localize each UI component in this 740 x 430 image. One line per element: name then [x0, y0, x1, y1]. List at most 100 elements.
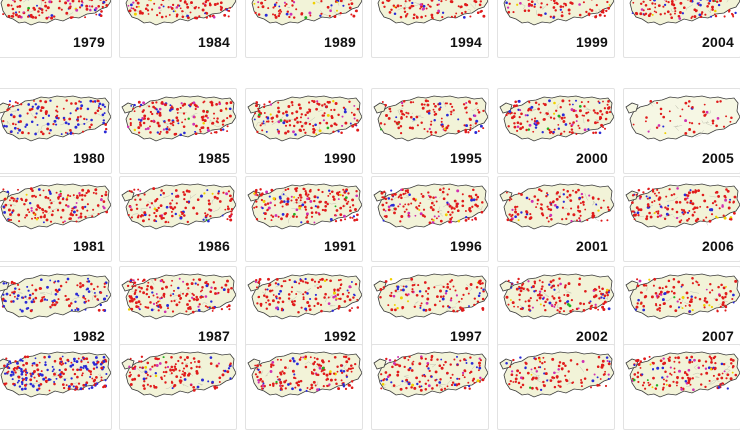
station-dot [191, 293, 193, 295]
station-dot [355, 190, 357, 192]
station-dot [669, 120, 671, 122]
station-dot [274, 204, 276, 206]
station-dot [272, 216, 274, 218]
station-dot [533, 195, 536, 198]
station-dot [306, 390, 308, 392]
station-dot [673, 278, 676, 281]
station-dot [437, 9, 440, 12]
station-dot [455, 12, 457, 14]
station-dot [665, 0, 667, 2]
station-dot [394, 120, 396, 122]
station-dot [602, 303, 605, 306]
station-dot [450, 299, 453, 302]
station-dot [388, 374, 391, 377]
station-dot [431, 376, 433, 378]
station-dot [652, 368, 654, 370]
station-dot [88, 370, 90, 372]
station-dot [87, 203, 89, 205]
station-dot [345, 356, 348, 359]
station-dot [552, 200, 555, 203]
station-dot [132, 8, 134, 10]
station-dot [182, 281, 184, 283]
station-dot [140, 360, 142, 362]
station-dot [311, 371, 313, 373]
station-dot [48, 115, 50, 117]
station-dot [269, 384, 271, 386]
station-dot [10, 300, 12, 302]
station-dot [441, 16, 443, 18]
station-dot [380, 373, 382, 375]
station-dot [342, 194, 344, 196]
station-dot [527, 372, 530, 375]
station-dot [667, 1, 669, 3]
station-dot [450, 377, 452, 379]
station-dot [272, 7, 274, 9]
station-dot [229, 199, 232, 202]
station-dot [635, 359, 638, 362]
country-map [624, 345, 740, 405]
station-dot [562, 6, 564, 8]
station-dot [637, 299, 640, 302]
station-dot [642, 384, 644, 386]
station-dot [321, 191, 323, 193]
station-dot [62, 209, 65, 212]
station-dot [305, 216, 308, 219]
station-dot [729, 201, 731, 203]
station-dot [671, 208, 673, 210]
station-dot [632, 2, 634, 4]
station-dot [192, 206, 195, 209]
station-dot [659, 215, 662, 218]
station-dot [84, 216, 86, 218]
station-dot [476, 198, 478, 200]
station-dot [224, 284, 227, 287]
station-dot [130, 105, 132, 107]
station-dot [712, 202, 714, 204]
station-dot [85, 357, 88, 360]
station-dot [658, 124, 661, 127]
station-dot [291, 387, 294, 390]
station-dot [36, 5, 38, 7]
station-dot [586, 369, 588, 371]
station-dot [564, 117, 566, 119]
station-dot [267, 116, 269, 118]
station-dot [436, 4, 438, 6]
station-dot [193, 389, 196, 392]
station-dot [139, 366, 141, 368]
station-dot [18, 380, 20, 382]
station-dot [607, 104, 609, 106]
station-dot [93, 380, 96, 383]
station-dot [320, 0, 322, 2]
station-dot [442, 191, 445, 194]
station-dot [287, 213, 289, 215]
station-dot [23, 370, 25, 372]
station-dot [135, 301, 138, 304]
station-dot [452, 374, 454, 376]
station-dot [207, 129, 210, 132]
station-dot [411, 362, 413, 364]
station-dot [77, 120, 79, 122]
station-dot [733, 201, 735, 203]
station-dot [157, 122, 160, 125]
station-dot [128, 308, 130, 310]
station-dot [226, 218, 228, 220]
station-dot [86, 8, 89, 11]
station-dot [183, 374, 186, 377]
station-dot [201, 286, 204, 289]
station-dot [58, 7, 61, 10]
station-dot [275, 214, 278, 217]
station-dot [427, 293, 429, 295]
station-dot [569, 1, 572, 4]
station-dot [66, 198, 69, 201]
station-dot [518, 219, 520, 221]
station-dot [532, 285, 535, 288]
station-dot [594, 121, 597, 124]
station-dot [560, 9, 562, 11]
station-dot [550, 218, 553, 221]
station-dot [655, 195, 657, 197]
station-dot [196, 212, 199, 215]
station-dot [44, 298, 46, 300]
station-dot [569, 199, 572, 202]
station-dot [542, 281, 544, 283]
station-dot [3, 305, 5, 307]
station-dot [268, 101, 270, 103]
